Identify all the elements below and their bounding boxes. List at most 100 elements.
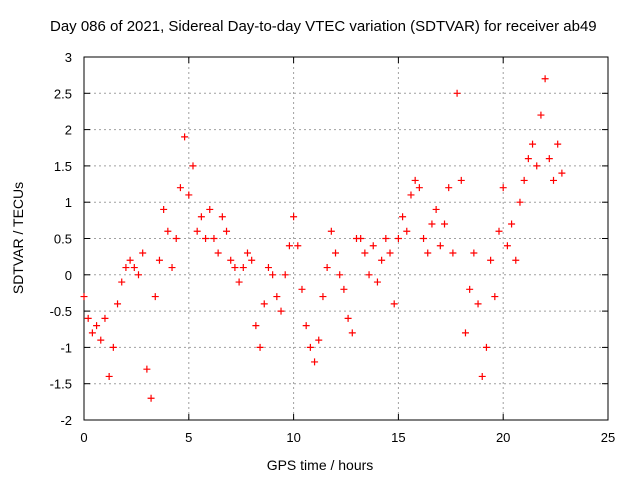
data-point — [457, 176, 465, 184]
y-tick-label: 2.5 — [54, 86, 72, 101]
data-point — [390, 300, 398, 308]
data-point — [449, 249, 457, 257]
data-point — [311, 358, 319, 366]
y-tick-label: 1.5 — [54, 159, 72, 174]
data-point — [441, 220, 449, 228]
data-point — [164, 227, 172, 235]
data-point — [239, 264, 247, 272]
data-point — [403, 227, 411, 235]
data-point — [445, 184, 453, 192]
data-point — [185, 191, 193, 199]
data-point — [344, 314, 352, 322]
y-tick-label: -2 — [60, 413, 72, 428]
data-point — [223, 227, 231, 235]
y-tick-label: -1.5 — [50, 377, 72, 392]
data-point — [176, 184, 184, 192]
data-point — [386, 249, 394, 257]
data-point — [365, 271, 373, 279]
data-point — [348, 329, 356, 337]
data-point — [520, 176, 528, 184]
data-point — [327, 227, 335, 235]
data-point — [101, 314, 109, 322]
data-point — [529, 140, 537, 148]
data-point — [533, 162, 541, 170]
y-tick-label: 2 — [65, 123, 72, 138]
data-point — [550, 176, 558, 184]
data-point — [130, 264, 138, 272]
data-point — [80, 293, 88, 301]
data-point — [394, 235, 402, 242]
data-point — [491, 293, 499, 301]
data-point — [277, 307, 285, 315]
data-point — [147, 394, 155, 402]
data-point — [256, 343, 264, 351]
data-point — [415, 184, 423, 192]
data-point — [122, 264, 130, 272]
data-point — [508, 220, 516, 228]
data-point — [206, 205, 214, 213]
data-point — [231, 264, 239, 272]
data-point — [474, 300, 482, 308]
x-tick-label: 5 — [185, 430, 192, 445]
data-point — [285, 242, 293, 250]
data-point — [139, 249, 147, 257]
x-tick-label: 0 — [80, 430, 87, 445]
data-point — [218, 213, 226, 221]
y-axis-label: SDTVAR / TECUs — [10, 181, 26, 295]
data-point — [332, 249, 340, 257]
data-point — [369, 242, 377, 250]
data-point — [97, 336, 105, 344]
x-tick-label: 25 — [601, 430, 615, 445]
data-point — [319, 293, 327, 301]
data-point — [478, 372, 486, 380]
data-point — [193, 227, 201, 235]
data-point — [407, 191, 415, 199]
y-tick-label: 0.5 — [54, 232, 72, 247]
data-point — [382, 235, 390, 242]
data-point — [168, 264, 176, 272]
data-point — [114, 300, 122, 308]
data-point — [88, 329, 96, 337]
data-point — [181, 133, 189, 141]
data-point — [453, 89, 461, 97]
data-point — [315, 336, 323, 344]
data-point — [499, 184, 507, 192]
data-point — [105, 372, 113, 380]
data-point — [109, 343, 117, 351]
data-point — [373, 278, 381, 286]
data-point — [189, 162, 197, 170]
data-point — [411, 176, 419, 184]
data-point — [134, 271, 142, 279]
data-point — [432, 205, 440, 213]
data-point — [269, 271, 277, 279]
x-axis-label: GPS time / hours — [266, 457, 374, 473]
data-point — [294, 242, 302, 250]
y-tick-label: 1 — [65, 195, 72, 210]
x-tick-label: 15 — [391, 430, 405, 445]
data-point — [227, 256, 235, 264]
data-point — [93, 322, 101, 330]
y-tick-label: 3 — [65, 50, 72, 65]
data-point — [243, 249, 251, 257]
data-point — [290, 213, 298, 221]
data-point — [84, 314, 92, 322]
data-point — [537, 111, 545, 119]
data-point — [558, 169, 566, 177]
data-point — [298, 285, 306, 293]
data-point — [151, 293, 159, 301]
data-point — [495, 227, 503, 235]
data-point — [197, 213, 205, 221]
data-point — [264, 264, 272, 272]
data-point — [541, 75, 549, 83]
y-tick-label: 0 — [65, 268, 72, 283]
data-point — [281, 271, 289, 279]
data-point — [323, 264, 331, 272]
data-point — [361, 249, 369, 257]
data-point — [357, 235, 365, 242]
data-point — [524, 155, 532, 163]
data-point — [260, 300, 268, 308]
data-point — [512, 256, 520, 264]
y-tick-label: -0.5 — [50, 304, 72, 319]
data-point — [424, 249, 432, 257]
